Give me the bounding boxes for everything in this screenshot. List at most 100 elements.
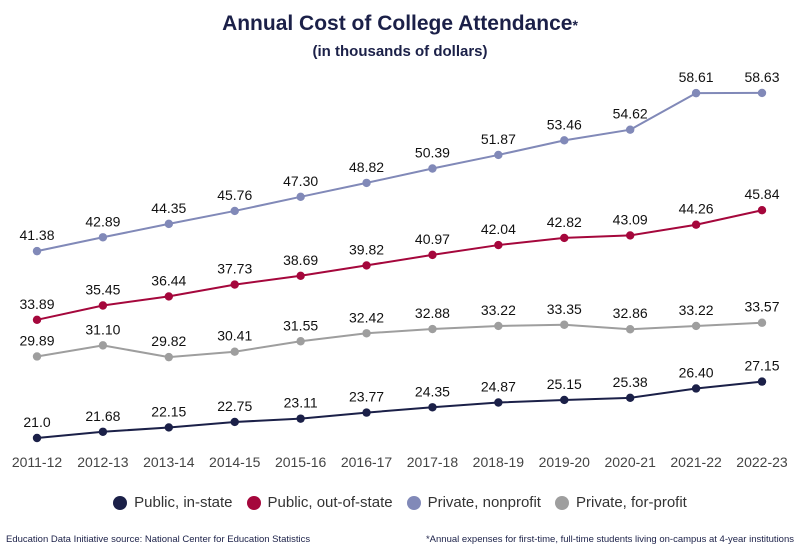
x-tick-label: 2011-12	[12, 454, 63, 470]
x-tick-label: 2012-13	[77, 454, 129, 470]
data-label: 37.73	[217, 261, 252, 277]
series-line	[36, 380, 763, 439]
data-label: 42.82	[547, 214, 582, 230]
data-label: 32.88	[415, 305, 450, 321]
series-line	[36, 321, 763, 359]
data-label: 43.09	[613, 211, 648, 227]
data-point	[691, 384, 701, 393]
data-label: 33.22	[481, 302, 516, 318]
data-label: 41.38	[19, 227, 54, 243]
data-point	[362, 261, 371, 270]
data-label: 42.89	[85, 213, 120, 229]
x-tick-label: 2019-20	[539, 454, 591, 470]
data-label: 48.82	[349, 159, 384, 175]
data-label: 24.35	[415, 383, 450, 399]
data-label: 45.84	[744, 186, 779, 202]
data-label: 39.82	[349, 241, 384, 257]
data-point	[428, 324, 437, 334]
legend-item: Public, out-of-state	[246, 494, 393, 511]
data-point	[691, 220, 701, 229]
legend-marker	[406, 495, 421, 510]
data-label: 30.41	[217, 328, 252, 344]
x-tick-label: 2013-14	[143, 454, 195, 470]
series-line	[36, 91, 763, 253]
data-label: 44.26	[679, 201, 714, 217]
data-label: 40.97	[415, 231, 450, 247]
source-note: Education Data Initiative source: Nation…	[6, 534, 311, 545]
data-label: 54.62	[613, 106, 648, 122]
data-label: 33.35	[547, 301, 582, 317]
data-point	[757, 206, 767, 215]
data-point	[757, 88, 767, 98]
data-point	[98, 301, 108, 310]
data-label: 21.0	[23, 414, 50, 430]
data-label: 50.39	[415, 144, 450, 160]
data-point	[625, 231, 635, 240]
data-label: 21.68	[85, 408, 120, 424]
x-tick-label: 2014-15	[209, 454, 261, 470]
data-point	[98, 427, 108, 436]
data-label: 23.77	[349, 389, 384, 405]
data-label: 25.38	[613, 374, 648, 390]
data-point	[494, 150, 503, 160]
data-point	[428, 164, 437, 173]
data-label: 45.76	[217, 187, 252, 203]
legend-label: Private, for-profit	[575, 494, 687, 511]
x-tick-label: 2020-21	[604, 454, 656, 470]
data-point	[362, 178, 371, 188]
series-line	[36, 209, 763, 321]
data-point	[494, 398, 503, 407]
data-label: 47.30	[283, 173, 318, 189]
data-point	[625, 325, 635, 334]
data-label: 33.89	[19, 296, 54, 312]
data-point	[362, 408, 371, 417]
data-point	[230, 347, 239, 356]
x-tick-label: 2022-23	[736, 454, 788, 470]
data-label: 29.89	[19, 332, 54, 348]
legend-item: Public, in-state	[113, 494, 233, 511]
data-label: 22.15	[151, 403, 186, 419]
chart-title: Annual Cost of College Attendance*	[222, 12, 578, 35]
legend-label: Private, nonprofit	[427, 494, 541, 511]
data-label: 53.46	[547, 116, 582, 132]
data-point	[230, 206, 239, 216]
data-point	[230, 280, 239, 289]
data-point	[560, 395, 569, 405]
data-label: 26.40	[679, 364, 714, 380]
data-label: 31.10	[85, 321, 120, 337]
data-point	[296, 271, 305, 280]
data-label: 29.82	[151, 333, 186, 349]
data-point	[757, 318, 767, 327]
legend-marker	[554, 495, 569, 510]
data-label: 33.22	[679, 302, 714, 318]
data-point	[32, 433, 42, 443]
data-point	[428, 403, 437, 412]
data-label: 31.55	[283, 317, 318, 333]
data-point	[32, 246, 42, 256]
x-tick-label: 2018-19	[473, 454, 525, 470]
chart-subtitle: (in thousands of dollars)	[312, 43, 488, 60]
data-point	[164, 352, 174, 362]
legend-label: Public, out-of-state	[267, 494, 393, 511]
legend-marker	[113, 495, 128, 510]
data-point	[428, 250, 437, 260]
footnote: *Annual expenses for first-time, full-ti…	[425, 534, 794, 545]
data-point	[32, 315, 42, 324]
data-label: 25.15	[547, 376, 582, 392]
data-label: 58.61	[679, 69, 714, 85]
data-label: 33.57	[744, 299, 779, 315]
data-point	[691, 321, 701, 331]
data-label: 36.44	[151, 272, 186, 288]
data-label: 51.87	[481, 131, 516, 147]
data-label: 32.42	[349, 309, 384, 325]
legend-label: Public, in-state	[134, 494, 233, 511]
data-point	[494, 321, 503, 331]
legend: Public, in-state Public, out-of-state Priv…	[0, 494, 800, 511]
data-point	[560, 136, 569, 145]
data-point	[560, 320, 569, 329]
data-label: 38.69	[283, 252, 318, 268]
data-point	[296, 414, 305, 423]
data-point	[560, 233, 569, 243]
